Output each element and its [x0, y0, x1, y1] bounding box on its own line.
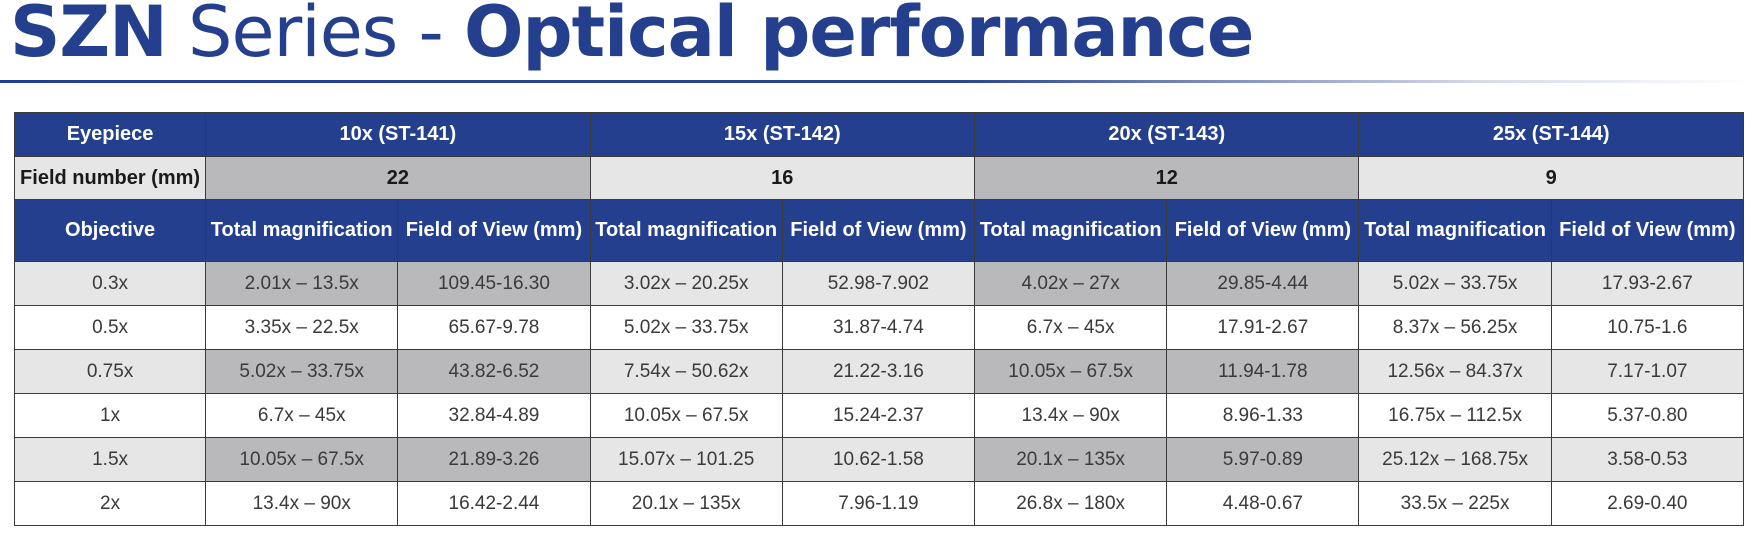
field-of-view-cell: 8.96-1.33: [1166, 393, 1360, 438]
optical-performance-table: Eyepiece 10x (ST-141) 15x (ST-142) 20x (ST-…: [13, 112, 1745, 526]
objective-value: 0.5x: [13, 305, 207, 350]
field-of-view-cell: 7.96-1.19: [781, 481, 976, 526]
field-of-view-cell: 7.17-1.07: [1550, 349, 1745, 394]
field-of-view-cell: 65.67-9.78: [397, 305, 591, 350]
total-magnification-cell: 3.35x – 22.5x: [205, 305, 399, 350]
eyepiece-header: 20x (ST-143): [974, 112, 1360, 157]
title-series-code: SZN: [10, 0, 168, 73]
total-magnification-header: Total magnification: [974, 199, 1168, 262]
title-subject: Optical performance: [464, 0, 1254, 73]
page-title: SZN Series - Optical performance: [10, 0, 1254, 74]
field-number-label: Field number (mm): [13, 156, 207, 200]
total-magnification-cell: 6.7x – 45x: [205, 393, 399, 438]
field-of-view-header: Field of View (mm): [1166, 199, 1360, 262]
field-of-view-cell: 3.58-0.53: [1550, 437, 1745, 482]
total-magnification-cell: 8.37x – 56.25x: [1358, 305, 1552, 350]
field-of-view-cell: 43.82-6.52: [397, 349, 591, 394]
objective-value: 0.75x: [13, 349, 207, 394]
total-magnification-header: Total magnification: [205, 199, 399, 262]
field-of-view-cell: 29.85-4.44: [1166, 261, 1360, 306]
field-of-view-cell: 31.87-4.74: [781, 305, 976, 350]
total-magnification-cell: 16.75x – 112.5x: [1358, 393, 1552, 438]
table-row: 0.75x 5.02x – 33.75x 43.82-6.52 7.54x – 50.…: [13, 349, 1745, 394]
total-magnification-cell: 26.8x – 180x: [974, 481, 1168, 526]
eyepiece-header: 10x (ST-141): [205, 112, 591, 157]
field-of-view-cell: 15.24-2.37: [781, 393, 976, 438]
field-number-value: 9: [1358, 156, 1744, 200]
field-of-view-cell: 4.48-0.67: [1166, 481, 1360, 526]
total-magnification-cell: 2.01x – 13.5x: [205, 261, 399, 306]
total-magnification-cell: 13.4x – 90x: [974, 393, 1168, 438]
field-of-view-cell: 21.22-3.16: [781, 349, 976, 394]
objective-value: 2x: [13, 481, 207, 526]
total-magnification-cell: 15.07x – 101.25: [589, 437, 783, 482]
total-magnification-cell: 5.02x – 33.75x: [1358, 261, 1552, 306]
eyepiece-label: Eyepiece: [13, 112, 207, 157]
title-underline: [0, 80, 1752, 83]
field-of-view-cell: 16.42-2.44: [397, 481, 591, 526]
objective-label: Objective: [13, 199, 207, 262]
field-of-view-header: Field of View (mm): [1550, 199, 1745, 262]
total-magnification-cell: 10.05x – 67.5x: [974, 349, 1168, 394]
objective-value: 1x: [13, 393, 207, 438]
field-number-value: 16: [589, 156, 976, 200]
total-magnification-cell: 13.4x – 90x: [205, 481, 399, 526]
field-of-view-cell: 17.93-2.67: [1550, 261, 1745, 306]
total-magnification-cell: 25.12x – 168.75x: [1358, 437, 1552, 482]
total-magnification-cell: 6.7x – 45x: [974, 305, 1168, 350]
field-of-view-cell: 109.45-16.30: [397, 261, 591, 306]
objective-value: 0.3x: [13, 261, 207, 306]
table-row: 1x 6.7x – 45x 32.84-4.89 10.05x – 67.5x 15.2…: [13, 393, 1745, 438]
total-magnification-cell: 5.02x – 33.75x: [589, 305, 783, 350]
field-of-view-cell: 32.84-4.89: [397, 393, 591, 438]
table-row: 2x 13.4x – 90x 16.42-2.44 20.1x – 135x 7.96-…: [13, 481, 1745, 526]
total-magnification-cell: 20.1x – 135x: [589, 481, 783, 526]
total-magnification-cell: 10.05x – 67.5x: [589, 393, 783, 438]
field-of-view-cell: 52.98-7.902: [781, 261, 976, 306]
eyepiece-header-row: Eyepiece 10x (ST-141) 15x (ST-142) 20x (ST-…: [13, 112, 1744, 157]
title-series-word: Series -: [166, 0, 465, 73]
total-magnification-cell: 20.1x – 135x: [974, 437, 1168, 482]
total-magnification-header: Total magnification: [589, 199, 783, 262]
eyepiece-header: 25x (ST-144): [1358, 112, 1744, 157]
objective-value: 1.5x: [13, 437, 207, 482]
field-of-view-header: Field of View (mm): [781, 199, 976, 262]
field-of-view-cell: 21.89-3.26: [397, 437, 591, 482]
eyepiece-header: 15x (ST-142): [589, 112, 976, 157]
field-of-view-cell: 2.69-0.40: [1550, 481, 1745, 526]
field-of-view-header: Field of View (mm): [397, 199, 591, 262]
total-magnification-cell: 5.02x – 33.75x: [205, 349, 399, 394]
objective-header-row: Objective Total magnification Field of Vie…: [13, 199, 1745, 262]
total-magnification-header: Total magnification: [1358, 199, 1552, 262]
total-magnification-cell: 33.5x – 225x: [1358, 481, 1552, 526]
field-of-view-cell: 5.97-0.89: [1166, 437, 1360, 482]
table-row: 0.3x 2.01x – 13.5x 109.45-16.30 3.02x – 20.…: [13, 261, 1745, 306]
field-of-view-cell: 11.94-1.78: [1166, 349, 1360, 394]
field-of-view-cell: 17.91-2.67: [1166, 305, 1360, 350]
field-of-view-cell: 10.75-1.6: [1550, 305, 1745, 350]
total-magnification-cell: 12.56x – 84.37x: [1358, 349, 1552, 394]
field-of-view-cell: 10.62-1.58: [781, 437, 976, 482]
field-of-view-cell: 5.37-0.80: [1550, 393, 1745, 438]
total-magnification-cell: 10.05x – 67.5x: [205, 437, 399, 482]
table-row: 0.5x 3.35x – 22.5x 65.67-9.78 5.02x – 33.75…: [13, 305, 1745, 350]
table-row: 1.5x 10.05x – 67.5x 21.89-3.26 15.07x – 101…: [13, 437, 1745, 482]
total-magnification-cell: 7.54x – 50.62x: [589, 349, 783, 394]
field-number-row: Field number (mm) 22 16 12 9: [13, 156, 1744, 200]
total-magnification-cell: 4.02x – 27x: [974, 261, 1168, 306]
total-magnification-cell: 3.02x – 20.25x: [589, 261, 783, 306]
field-number-value: 22: [205, 156, 591, 200]
field-number-value: 12: [974, 156, 1360, 200]
